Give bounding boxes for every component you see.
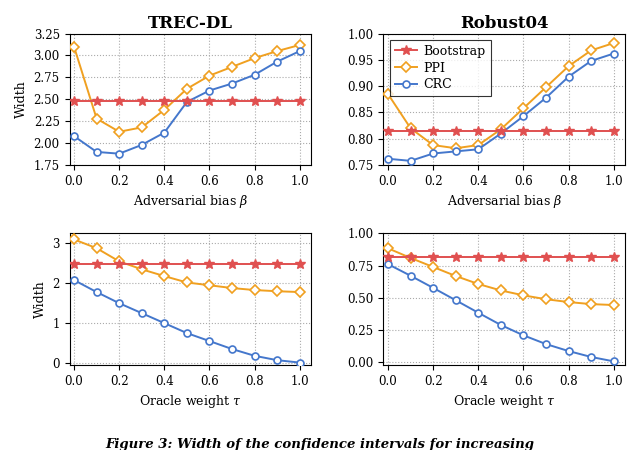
- Text: Figure 3: Width of the confidence intervals for increasing: Figure 3: Width of the confidence interv…: [106, 438, 534, 450]
- X-axis label: Adversarial bias $\beta$: Adversarial bias $\beta$: [447, 194, 562, 210]
- Title: Robust04: Robust04: [460, 15, 548, 32]
- X-axis label: Oracle weight $\tau$: Oracle weight $\tau$: [139, 393, 241, 410]
- Y-axis label: Width: Width: [15, 81, 28, 118]
- Y-axis label: Width: Width: [34, 280, 47, 318]
- Title: TREC-DL: TREC-DL: [148, 15, 233, 32]
- Legend: Bootstrap, PPI, CRC: Bootstrap, PPI, CRC: [390, 40, 491, 96]
- X-axis label: Adversarial bias $\beta$: Adversarial bias $\beta$: [132, 194, 248, 210]
- X-axis label: Oracle weight $\tau$: Oracle weight $\tau$: [453, 393, 556, 410]
